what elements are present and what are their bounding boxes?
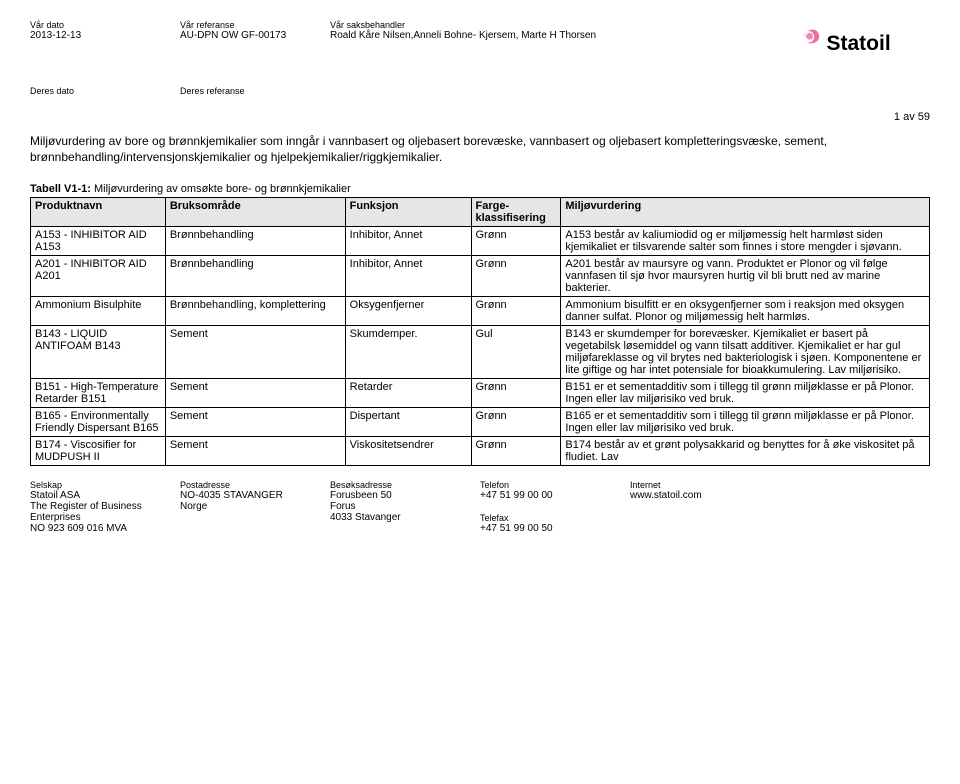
page-number: 1 av 59 [30, 111, 930, 123]
table-row: A153 - INHIBITOR AID A153Brønnbehandling… [31, 227, 930, 256]
table-caption: Tabell V1-1: Miljøvurdering av omsøkte b… [30, 183, 930, 195]
footer-reg1: The Register of Business [30, 501, 150, 512]
th-farge: Farge- klassifisering [471, 198, 561, 227]
footer-post2: NO-4035 STAVANGER [180, 490, 300, 501]
label-ref: Vår referanse [180, 20, 290, 30]
footer-company-lbl: Selskap [30, 480, 150, 490]
header-col-ref: Vår referanse AU-DPN OW GF-00173 [180, 20, 290, 41]
footer-post-lbl: Postadresse [180, 480, 300, 490]
cell-func: Viskositetsendrer [345, 437, 471, 466]
footer-visit1: Forusbeen 50 [330, 490, 450, 501]
footer-tel-val: +47 51 99 00 00 [480, 490, 600, 501]
cell-color: Grønn [471, 256, 561, 297]
cell-name: B143 - LIQUID ANTIFOAM B143 [31, 326, 166, 379]
sub-col-their-ref: Deres referanse [180, 86, 290, 96]
table-head: Produktnavn Bruksområde Funksjon Farge- … [31, 198, 930, 227]
cell-use: Sement [165, 379, 345, 408]
table-row: Ammonium BisulphiteBrønnbehandling, komp… [31, 297, 930, 326]
logo: Statoil [780, 20, 930, 78]
table-row: A201 - INHIBITOR AID A201Brønnbehandling… [31, 256, 930, 297]
cell-color: Grønn [471, 227, 561, 256]
cell-func: Dispertant [345, 408, 471, 437]
sub-header: Deres dato Deres referanse [30, 86, 930, 96]
th-funksjon: Funksjon [345, 198, 471, 227]
cell-func: Inhibitor, Annet [345, 256, 471, 297]
th-miljovurdering: Miljøvurdering [561, 198, 930, 227]
cell-color: Gul [471, 326, 561, 379]
cell-use: Sement [165, 437, 345, 466]
cell-name: B174 - Viscosifier for MUDPUSH II [31, 437, 166, 466]
main-table: Produktnavn Bruksområde Funksjon Farge- … [30, 197, 930, 466]
label-their-ref: Deres referanse [180, 86, 290, 96]
th-produktnavn: Produktnavn [31, 198, 166, 227]
label-their-date: Deres dato [30, 86, 140, 96]
footer-net-lbl: Internet [630, 480, 750, 490]
caption-bold: Tabell V1-1: [30, 183, 91, 195]
footer-post: Postadresse NO-4035 STAVANGER Norge [180, 480, 300, 534]
label-handler: Vår saksbehandler [330, 20, 610, 30]
value-date: 2013-12-13 [30, 30, 140, 41]
cell-color: Grønn [471, 408, 561, 437]
cell-use: Sement [165, 326, 345, 379]
footer-visit-lbl: Besøksadresse [330, 480, 450, 490]
cell-use: Brønnbehandling, komplettering [165, 297, 345, 326]
cell-color: Grønn [471, 379, 561, 408]
footer-company: Selskap Statoil ASA The Register of Busi… [30, 480, 150, 534]
cell-name: B151 - High-Temperature Retarder B151 [31, 379, 166, 408]
footer-visit: Besøksadresse Forusbeen 50 Forus 4033 St… [330, 480, 450, 534]
doc-header: Vår dato 2013-12-13 Vår referanse AU-DPN… [30, 20, 930, 78]
cell-env: A201 består av maursyre og vann. Produkt… [561, 256, 930, 297]
table-body: A153 - INHIBITOR AID A153Brønnbehandling… [31, 227, 930, 466]
footer-fax-val: +47 51 99 00 50 [480, 523, 600, 534]
cell-env: B165 er et sementadditiv som i tillegg t… [561, 408, 930, 437]
sub-col-their-date: Deres dato [30, 86, 140, 96]
footer-net-val: www.statoil.com [630, 490, 750, 501]
cell-color: Grønn [471, 297, 561, 326]
value-handler: Roald Kåre Nilsen,Anneli Bohne- Kjersem,… [330, 30, 610, 41]
header-col-date: Vår dato 2013-12-13 [30, 20, 140, 41]
footer-reg3: NO 923 609 016 MVA [30, 523, 150, 534]
cell-name: A201 - INHIBITOR AID A201 [31, 256, 166, 297]
cell-env: B143 er skumdemper for borevæsker. Kjemi… [561, 326, 930, 379]
header-col-handler: Vår saksbehandler Roald Kåre Nilsen,Anne… [330, 20, 610, 41]
intro-paragraph: Miljøvurdering av bore og brønnkjemikali… [30, 133, 930, 165]
label-date: Vår dato [30, 20, 140, 30]
cell-use: Brønnbehandling [165, 256, 345, 297]
footer-reg2: Enterprises [30, 512, 150, 523]
cell-name: Ammonium Bisulphite [31, 297, 166, 326]
footer-company-val: Statoil ASA [30, 490, 150, 501]
table-row: B174 - Viscosifier for MUDPUSH IISementV… [31, 437, 930, 466]
svg-text:Statoil: Statoil [827, 32, 891, 55]
cell-env: Ammonium bisulfitt er en oksygenfjerner … [561, 297, 930, 326]
footer-visit3: 4033 Stavanger [330, 512, 450, 523]
footer-tel: Telefon +47 51 99 00 00 Telefax +47 51 9… [480, 480, 600, 534]
header-columns: Vår dato 2013-12-13 Vår referanse AU-DPN… [30, 20, 780, 41]
statoil-logo-icon: Statoil [780, 20, 930, 75]
caption-rest: Miljøvurdering av omsøkte bore- og brønn… [91, 183, 351, 195]
cell-env: B174 består av et grønt polysakkarid og … [561, 437, 930, 466]
footer-visit2: Forus [330, 501, 450, 512]
value-ref: AU-DPN OW GF-00173 [180, 30, 290, 41]
cell-func: Oksygenfjerner [345, 297, 471, 326]
doc-footer: Selskap Statoil ASA The Register of Busi… [30, 480, 930, 534]
cell-env: B151 er et sementadditiv som i tillegg t… [561, 379, 930, 408]
cell-name: B165 - Environmentally Friendly Dispersa… [31, 408, 166, 437]
cell-name: A153 - INHIBITOR AID A153 [31, 227, 166, 256]
table-row: B151 - High-Temperature Retarder B151Sem… [31, 379, 930, 408]
cell-color: Grønn [471, 437, 561, 466]
cell-func: Inhibitor, Annet [345, 227, 471, 256]
cell-func: Retarder [345, 379, 471, 408]
table-row: B143 - LIQUID ANTIFOAM B143SementSkumdem… [31, 326, 930, 379]
th-bruksomrade: Bruksområde [165, 198, 345, 227]
table-row: B165 - Environmentally Friendly Dispersa… [31, 408, 930, 437]
footer-tel-lbl: Telefon [480, 480, 600, 490]
cell-func: Skumdemper. [345, 326, 471, 379]
cell-use: Sement [165, 408, 345, 437]
cell-env: A153 består av kaliumiodid og er miljøme… [561, 227, 930, 256]
footer-net: Internet www.statoil.com [630, 480, 750, 534]
footer-fax-lbl: Telefax [480, 513, 600, 523]
cell-use: Brønnbehandling [165, 227, 345, 256]
footer-post3: Norge [180, 501, 300, 512]
